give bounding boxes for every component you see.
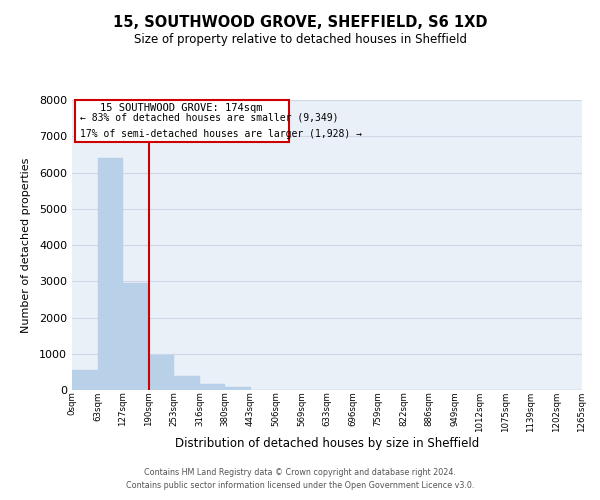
Text: 15, SOUTHWOOD GROVE, SHEFFIELD, S6 1XD: 15, SOUTHWOOD GROVE, SHEFFIELD, S6 1XD	[113, 15, 487, 30]
Bar	[97, 158, 123, 390]
Y-axis label: Number of detached properties: Number of detached properties	[20, 158, 31, 332]
Bar	[225, 387, 251, 390]
Bar	[199, 384, 225, 390]
Bar	[123, 283, 149, 390]
Text: ← 83% of detached houses are smaller (9,349): ← 83% of detached houses are smaller (9,…	[80, 112, 338, 122]
Text: Contains HM Land Registry data © Crown copyright and database right 2024.
Contai: Contains HM Land Registry data © Crown c…	[126, 468, 474, 490]
X-axis label: Distribution of detached houses by size in Sheffield: Distribution of detached houses by size …	[175, 438, 479, 450]
FancyBboxPatch shape	[74, 100, 289, 142]
Bar	[174, 376, 199, 390]
Text: 17% of semi-detached houses are larger (1,928) →: 17% of semi-detached houses are larger (…	[80, 128, 362, 138]
Text: 15 SOUTHWOOD GROVE: 174sqm: 15 SOUTHWOOD GROVE: 174sqm	[100, 103, 263, 113]
Text: Size of property relative to detached houses in Sheffield: Size of property relative to detached ho…	[133, 32, 467, 46]
Bar	[149, 354, 174, 390]
Bar	[72, 370, 97, 390]
